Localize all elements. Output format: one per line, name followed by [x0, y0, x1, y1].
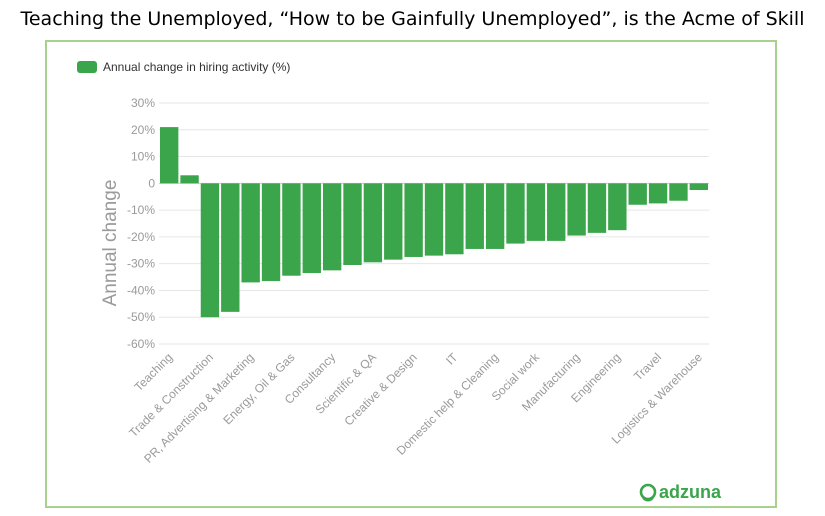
bar[interactable] [180, 175, 199, 184]
logo-mark-icon [639, 483, 657, 501]
x-tick-label: Travel [631, 350, 664, 383]
bar[interactable] [485, 183, 505, 249]
legend-swatch[interactable] [77, 61, 97, 73]
y-tick-label: -40% [127, 283, 155, 297]
logo-arc-icon [642, 497, 654, 502]
y-tick-label: -20% [127, 230, 155, 244]
bars [160, 127, 708, 318]
page-title: Teaching the Unemployed, “How to be Gain… [20, 8, 805, 30]
bar[interactable] [302, 183, 321, 274]
bar[interactable] [567, 183, 586, 236]
x-tick-label: Energy, Oil & Gas [220, 350, 297, 427]
bar[interactable] [648, 183, 668, 204]
y-tick-label: 0 [148, 176, 155, 190]
bar[interactable] [200, 183, 220, 318]
bar[interactable] [221, 183, 240, 312]
y-tick-label: -30% [127, 257, 155, 271]
bar[interactable] [628, 183, 647, 205]
bar[interactable] [506, 183, 525, 244]
legend[interactable]: Annual change in hiring activity (%) [77, 60, 290, 74]
bar[interactable] [424, 183, 444, 256]
y-tick-label: 20% [131, 123, 155, 137]
bar[interactable] [689, 183, 708, 191]
bar[interactable] [404, 183, 423, 257]
bar-chart: 30% 20% 10% 0 -10% -20% -30% -40% -50% -60% Teach… [77, 60, 722, 502]
bar[interactable] [322, 183, 342, 271]
bar[interactable] [608, 183, 627, 231]
y-tick-label: -10% [127, 203, 155, 217]
legend-label[interactable]: Annual change in hiring activity (%) [103, 60, 290, 74]
bar[interactable] [363, 183, 383, 263]
y-tick-label: 10% [131, 150, 155, 164]
y-tick-label: 30% [131, 96, 155, 110]
y-axis-title: Annual change [100, 180, 121, 307]
bar[interactable] [465, 183, 484, 249]
bar[interactable] [241, 183, 260, 283]
y-tick-labels: 30% 20% 10% 0 -10% -20% -30% -40% -50% -60% [127, 96, 155, 351]
y-tick-label: -60% [127, 337, 155, 351]
y-tick-label: -50% [127, 310, 155, 324]
bar[interactable] [261, 183, 281, 282]
bar[interactable] [587, 183, 607, 233]
bar[interactable] [384, 183, 403, 260]
bar[interactable] [160, 127, 179, 184]
bar[interactable] [445, 183, 464, 255]
adzuna-logo: adzuna [639, 482, 722, 502]
x-tick-label: Creative & Design [341, 350, 419, 428]
bar[interactable] [547, 183, 566, 241]
chart-frame: 30% 20% 10% 0 -10% -20% -30% -40% -50% -60% Teach… [45, 40, 777, 508]
bar[interactable] [526, 183, 546, 241]
brand-name: adzuna [659, 482, 722, 502]
bar[interactable] [282, 183, 301, 276]
x-tick-label: IT [443, 350, 461, 368]
bar[interactable] [669, 183, 688, 201]
bar[interactable] [343, 183, 362, 265]
